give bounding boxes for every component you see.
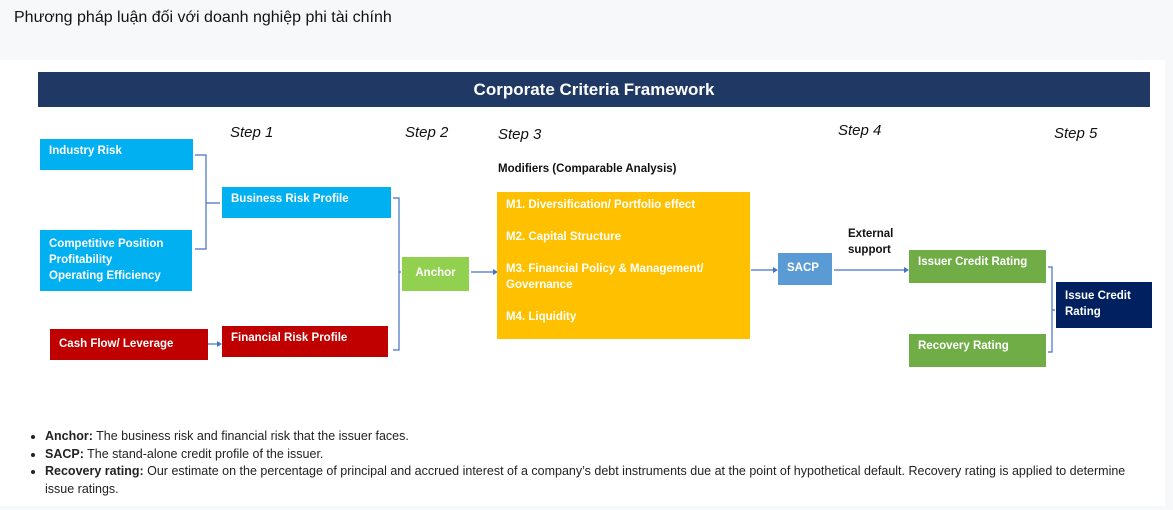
- financial-risk-profile-box: Financial Risk Profile: [222, 326, 388, 357]
- modifiers-label: Modifiers (Comparable Analysis): [498, 163, 677, 175]
- step-3-label: Step 3: [498, 126, 542, 143]
- recovery-rating-box: Recovery Rating: [909, 334, 1046, 367]
- competitive-position-text: Competitive Position: [49, 238, 164, 250]
- modifier-m3: M3. Financial Policy & Management/ Gover…: [506, 263, 704, 291]
- modifier-m2: M2. Capital Structure: [506, 231, 622, 243]
- note-text: Our estimate on the percentage of princi…: [45, 464, 1126, 496]
- framework-figure: Corporate Criteria Framework Step 1 Step…: [0, 60, 1165, 506]
- note-text: The business risk and financial risk tha…: [92, 429, 409, 443]
- note-sacp: SACP: The stand-alone credit profile of …: [45, 446, 1155, 464]
- step-1-label: Step 1: [230, 124, 274, 141]
- competitive-position-box: Competitive Position Profitability Opera…: [40, 230, 192, 291]
- modifiers-box: M1. Diversification/ Portfolio effect M2…: [497, 192, 750, 339]
- page-title: Phương pháp luận đối với doanh nghiệp ph…: [14, 9, 392, 26]
- framework-header: Corporate Criteria Framework: [38, 72, 1150, 107]
- step-5-label: Step 5: [1054, 125, 1098, 142]
- connectors: [195, 154, 1055, 353]
- profitability-text: Profitability: [49, 254, 113, 266]
- note-text: The stand-alone credit profile of the is…: [83, 446, 324, 461]
- issue-credit-rating-box: Issue Credit Rating: [1056, 282, 1152, 328]
- note-anchor: Anchor: The business risk and financial …: [45, 428, 1155, 446]
- bracket-business: [195, 154, 220, 250]
- notes-list: Anchor: The business risk and financial …: [18, 428, 1155, 498]
- issuer-credit-rating-box: Issuer Credit Rating: [909, 250, 1046, 283]
- anchor-box: Anchor: [402, 257, 469, 291]
- sacp-box: SACP: [778, 253, 832, 285]
- modifier-m1: M1. Diversification/ Portfolio effect: [506, 199, 696, 211]
- operating-efficiency-text: Operating Efficiency: [49, 270, 161, 282]
- note-recovery: Recovery rating: Our estimate on the per…: [45, 463, 1155, 498]
- note-term: Recovery rating:: [45, 464, 144, 478]
- business-risk-profile-box: Business Risk Profile: [222, 187, 391, 218]
- external-support-label: External support: [848, 228, 894, 256]
- step-4-label: Step 4: [838, 122, 882, 139]
- bracket-issue: [1048, 266, 1055, 353]
- note-term: Anchor:: [45, 429, 93, 443]
- modifier-m4: M4. Liquidity: [506, 311, 577, 323]
- industry-risk-box: Industry Risk: [40, 139, 193, 170]
- bracket-anchor: [393, 197, 401, 351]
- note-term: SACP:: [45, 446, 84, 461]
- cash-flow-box: Cash Flow/ Leverage: [50, 329, 208, 360]
- step-2-label: Step 2: [405, 124, 449, 141]
